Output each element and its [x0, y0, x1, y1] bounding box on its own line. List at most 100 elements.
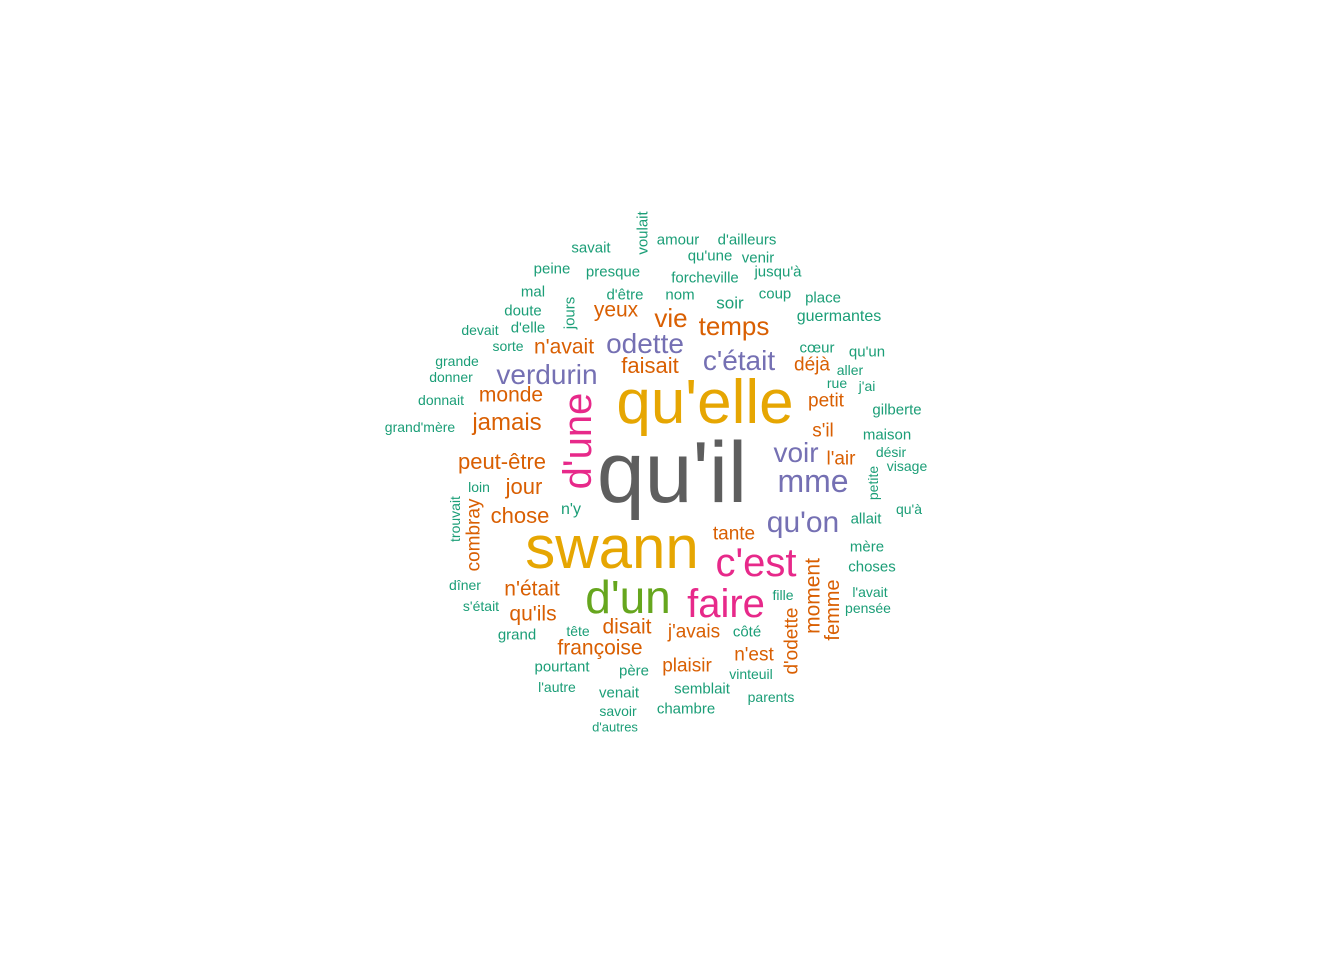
word: qu'ils: [509, 602, 557, 626]
word: place: [805, 289, 841, 307]
word: s'il: [812, 420, 834, 442]
word: petite: [865, 465, 881, 501]
word: d'une: [556, 392, 600, 490]
word: disait: [602, 615, 652, 639]
word: cœur: [799, 339, 835, 357]
word: qu'elle: [616, 368, 794, 437]
word: c'est: [715, 541, 797, 585]
word: loin: [468, 479, 490, 495]
word: devait: [461, 322, 499, 338]
word: vinteuil: [729, 666, 773, 682]
word: j'ai: [858, 378, 876, 394]
word: soir: [716, 293, 744, 313]
word: monde: [478, 383, 544, 407]
word: désir: [875, 444, 907, 460]
word: moment: [801, 558, 825, 634]
word: grand: [497, 626, 537, 644]
word: odette: [606, 328, 684, 359]
word: sorte: [492, 338, 524, 354]
word: grande: [435, 353, 479, 369]
word: pourtant: [534, 658, 590, 676]
word: faire: [687, 582, 765, 626]
word: chose: [490, 503, 550, 528]
word: choses: [848, 558, 896, 576]
word: temps: [698, 311, 770, 341]
word: coup: [758, 285, 792, 303]
word: tête: [566, 623, 590, 639]
word: n'est: [734, 644, 774, 666]
word: c'était: [702, 345, 776, 376]
word: pensée: [845, 600, 891, 616]
word: jours: [561, 296, 579, 330]
word: verdurin: [496, 359, 598, 390]
word: visage: [886, 458, 928, 474]
word: trouvait: [447, 496, 463, 542]
word: venir: [741, 249, 775, 267]
word: voir: [773, 437, 819, 468]
word: n'y: [561, 501, 581, 518]
word: donnait: [418, 392, 464, 408]
word: déjà: [794, 354, 830, 376]
word: maison: [862, 426, 912, 444]
word: qu'on: [766, 506, 840, 539]
word: plaisir: [662, 655, 712, 677]
word: savoir: [599, 703, 637, 719]
word: d'autres: [592, 719, 638, 735]
word: rue: [826, 375, 848, 391]
word: d'un: [585, 571, 671, 623]
word: venait: [598, 684, 640, 702]
word: forcheville: [671, 269, 739, 287]
word: nom: [665, 286, 695, 304]
word: côté: [732, 623, 762, 641]
word: amour: [656, 231, 700, 249]
word: allait: [850, 510, 882, 528]
word: chambre: [656, 700, 716, 718]
word: jour: [505, 474, 543, 499]
word: père: [618, 662, 650, 680]
word: d'elle: [510, 319, 546, 337]
word: peut-être: [457, 449, 547, 474]
word: mme: [777, 463, 849, 499]
word: vie: [654, 303, 688, 333]
word: semblait: [674, 680, 730, 698]
word: gilberte: [872, 401, 922, 419]
word: l'air: [826, 448, 856, 470]
word: fille: [772, 587, 794, 603]
word: l'avait: [852, 584, 888, 600]
word: donner: [429, 369, 473, 385]
word: peine: [533, 260, 571, 278]
word: d'ailleurs: [717, 231, 777, 249]
word: jusqu'à: [754, 263, 802, 281]
word: guermantes: [796, 308, 882, 325]
word: d'être: [606, 286, 644, 304]
word: doute: [504, 302, 542, 320]
word: dîner: [449, 577, 481, 593]
word: femme: [822, 579, 844, 641]
word: s'était: [462, 598, 500, 614]
word: swann: [525, 514, 699, 581]
word: françoise: [557, 636, 643, 660]
word: savait: [571, 239, 611, 257]
word: yeux: [593, 298, 639, 322]
word: mère: [849, 538, 885, 556]
word: jamais: [472, 409, 542, 436]
word: qu'à: [895, 501, 923, 517]
word: qu'il: [596, 425, 748, 521]
word: j'avais: [667, 621, 721, 643]
word: presque: [585, 263, 641, 281]
word: parents: [747, 689, 795, 705]
word: aller: [836, 362, 864, 378]
word: combray: [463, 498, 485, 572]
word: tante: [712, 523, 756, 545]
word: n'avait: [533, 335, 595, 359]
word: mal: [520, 283, 546, 301]
word: qu'une: [687, 247, 733, 265]
word: d'odette: [781, 607, 803, 675]
word: grand'mère: [384, 419, 456, 435]
word: n'était: [504, 577, 560, 601]
word: voulait: [634, 211, 652, 255]
word: faisait: [621, 353, 679, 378]
word: l'autre: [538, 679, 576, 695]
word: qu'un: [848, 343, 886, 361]
